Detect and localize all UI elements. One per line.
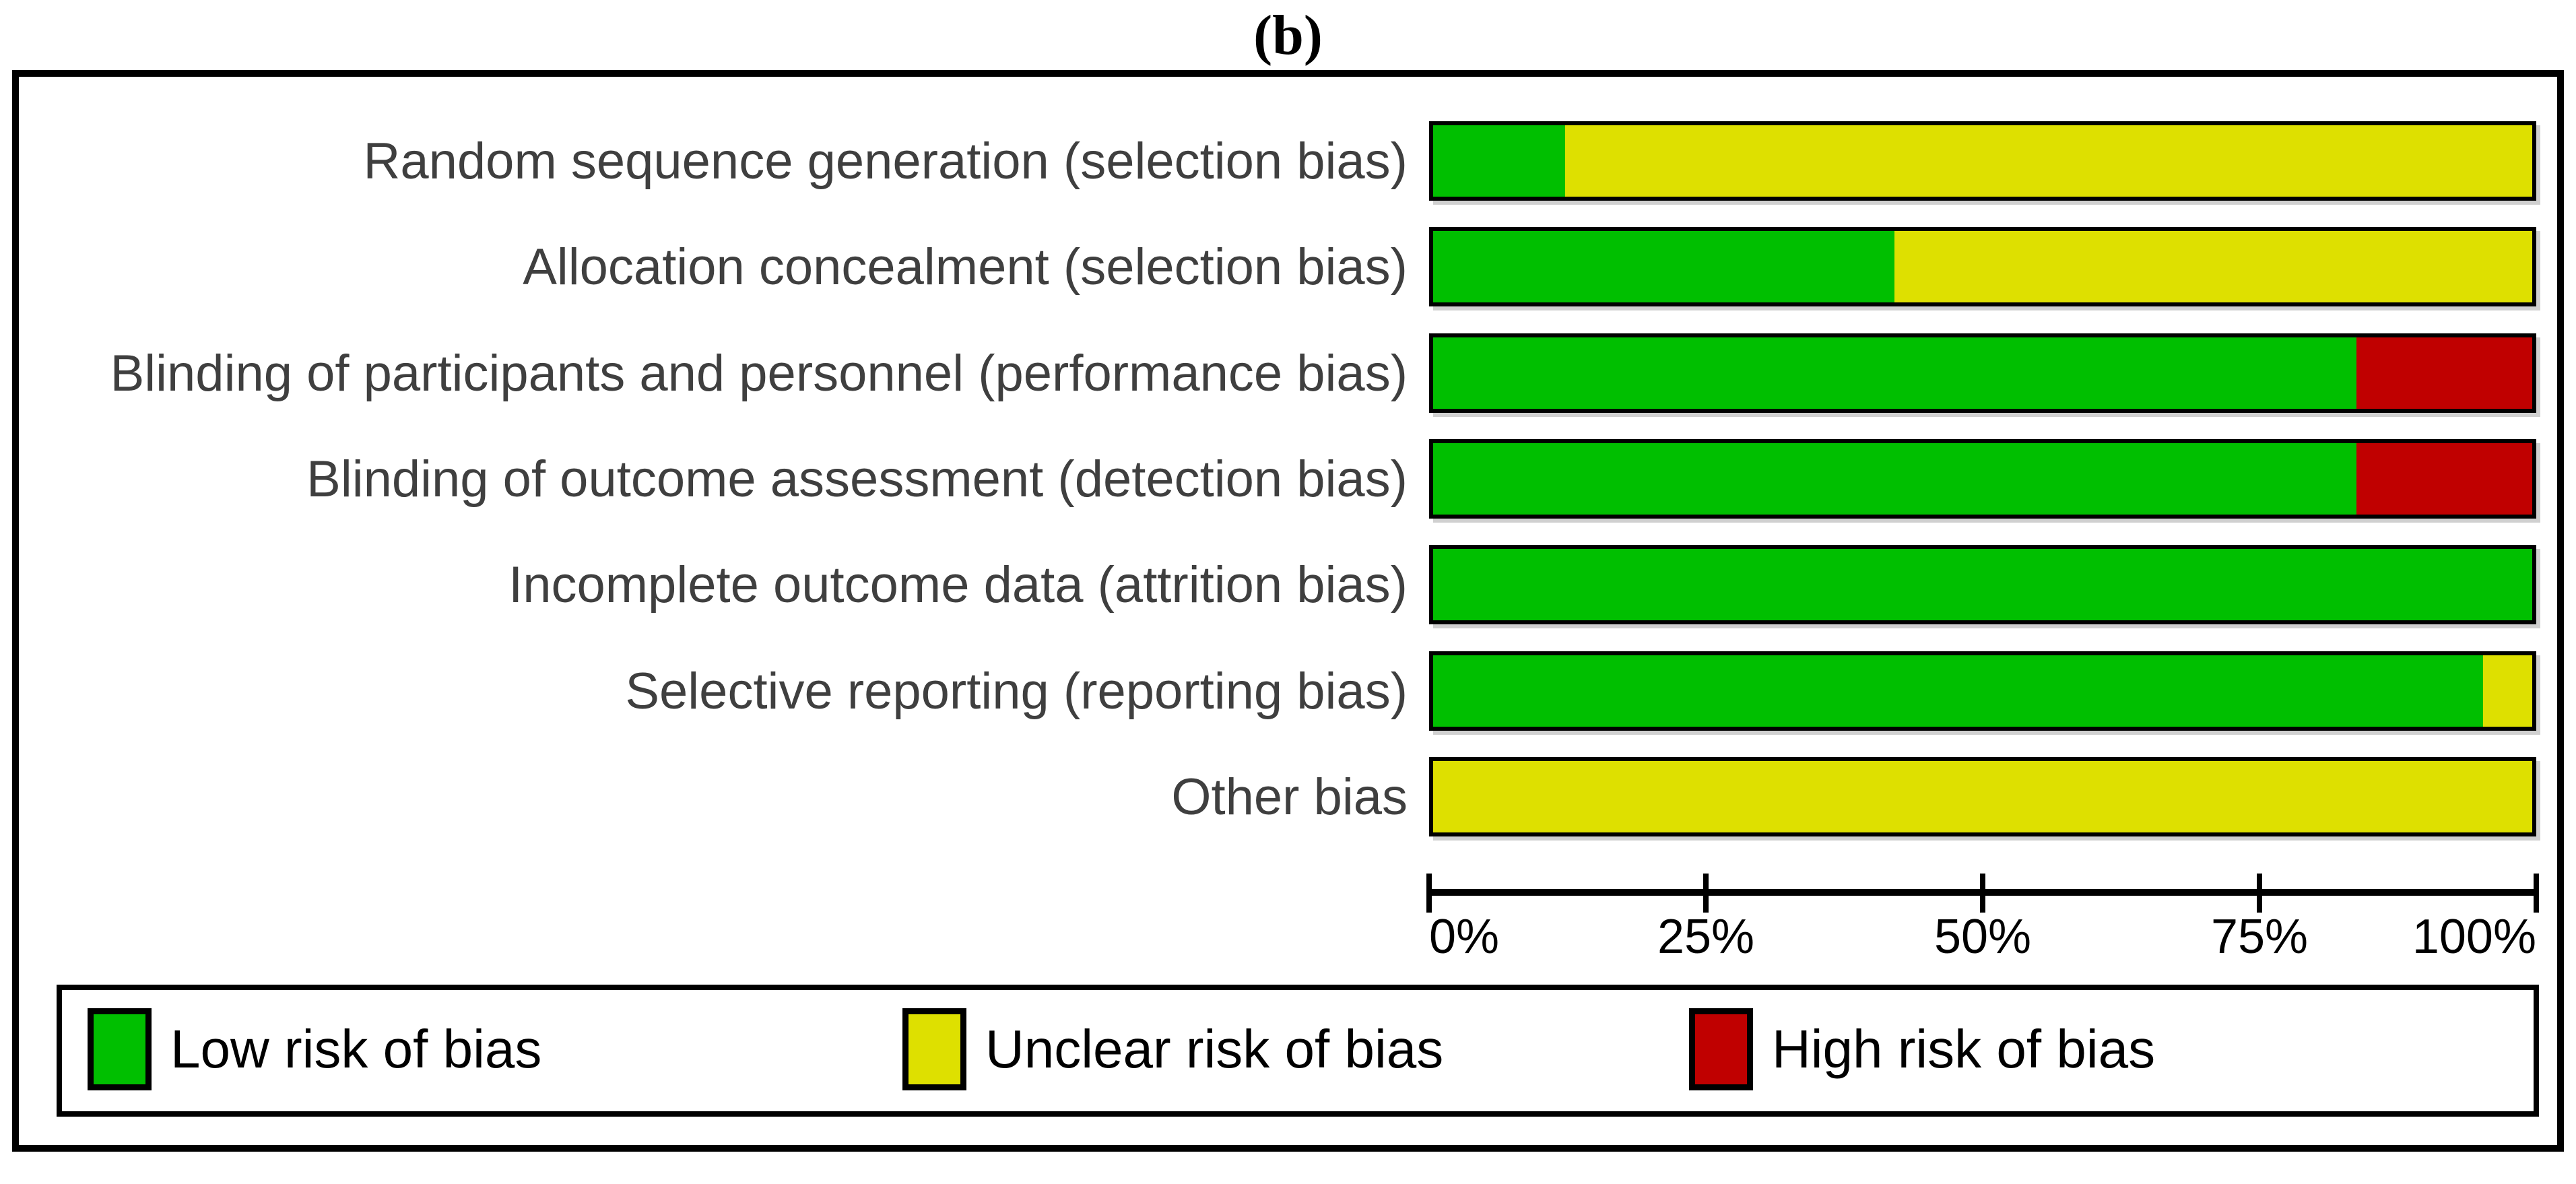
row-label: Other bias: [1171, 768, 1408, 826]
stacked-bar: [1429, 651, 2536, 731]
legend-label: High risk of bias: [1772, 1019, 2156, 1079]
bar-segment: [1433, 655, 2483, 727]
legend-label: Low risk of bias: [170, 1019, 542, 1079]
bar-segment: [1433, 337, 2356, 409]
bar-segment: [2356, 337, 2532, 409]
row-label: Allocation concealment (selection bias): [523, 238, 1408, 296]
row-label: Blinding of participants and personnel (…: [110, 344, 1408, 402]
stacked-bar: [1429, 757, 2536, 836]
row-label: Incomplete outcome data (attrition bias): [508, 556, 1408, 614]
axis-tick-label: 0%: [1429, 910, 1500, 964]
axis-tick-label: 75%: [2210, 910, 2309, 964]
stacked-bar: [1429, 439, 2536, 519]
bar-segment: [1894, 231, 2532, 302]
bar-segment: [1433, 549, 2532, 620]
stacked-bar: [1429, 121, 2536, 201]
row-label: Selective reporting (reporting bias): [625, 662, 1408, 720]
bar-segment: [2356, 443, 2532, 515]
row-label: Random sequence generation (selection bi…: [363, 132, 1408, 190]
bar-segment: [1433, 761, 2532, 832]
axis-tick: [1980, 874, 1985, 913]
axis-tick-label: 100%: [2412, 910, 2536, 964]
row-label: Blinding of outcome assessment (detectio…: [306, 450, 1408, 508]
stacked-bar: [1429, 227, 2536, 306]
figure-panel-label: (b): [1253, 4, 1323, 67]
legend-item: High risk of bias: [1689, 1007, 2155, 1092]
axis-tick: [2534, 874, 2539, 913]
bar-segment: [1564, 125, 2532, 197]
stacked-bar: [1429, 545, 2536, 624]
bar-segment: [1433, 125, 1565, 197]
legend-item: Unclear risk of bias: [902, 1007, 1443, 1092]
legend-item: Low risk of bias: [88, 1007, 541, 1092]
bar-segment: [2482, 655, 2532, 727]
axis-tick: [1703, 874, 1709, 913]
axis-tick-label: 25%: [1657, 910, 1755, 964]
legend-swatch: [902, 1008, 966, 1090]
legend-swatch: [1689, 1008, 1753, 1090]
bar-segment: [1433, 231, 1895, 302]
axis-tick-label: 50%: [1934, 910, 2032, 964]
axis-tick: [1426, 874, 1432, 913]
axis-tick: [2257, 874, 2262, 913]
legend-label: Unclear risk of bias: [985, 1019, 1444, 1079]
legend-box: [57, 985, 2539, 1117]
legend-swatch: [88, 1008, 152, 1090]
bar-segment: [1433, 443, 2356, 515]
stacked-bar: [1429, 333, 2536, 413]
